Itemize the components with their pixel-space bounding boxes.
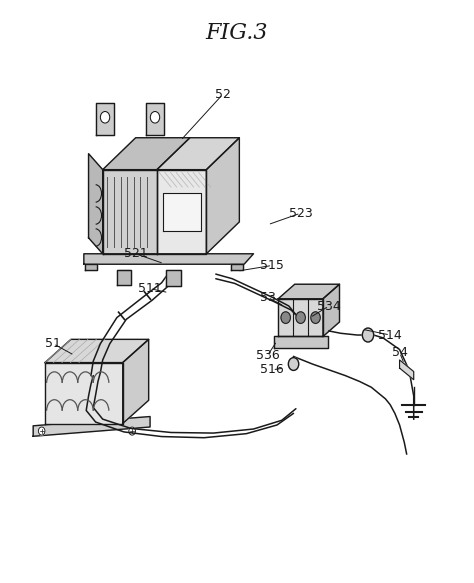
Polygon shape: [157, 170, 206, 254]
Text: 54: 54: [392, 346, 408, 359]
Text: 53: 53: [260, 291, 275, 304]
Polygon shape: [84, 254, 254, 264]
Polygon shape: [45, 339, 149, 363]
Circle shape: [288, 357, 299, 370]
Circle shape: [296, 312, 305, 324]
Polygon shape: [117, 270, 131, 285]
Text: 51: 51: [46, 337, 61, 350]
Polygon shape: [103, 170, 157, 254]
Text: 515: 515: [260, 259, 284, 272]
Polygon shape: [103, 138, 190, 170]
Polygon shape: [273, 336, 328, 348]
Text: 516: 516: [261, 363, 284, 377]
Polygon shape: [157, 138, 239, 170]
Polygon shape: [85, 264, 97, 270]
Text: 534: 534: [317, 300, 341, 312]
Polygon shape: [45, 363, 123, 423]
Polygon shape: [400, 360, 414, 380]
Text: 536: 536: [256, 349, 280, 362]
Polygon shape: [89, 154, 103, 254]
Circle shape: [38, 427, 45, 435]
Polygon shape: [231, 264, 243, 270]
Text: 521: 521: [124, 247, 147, 260]
Polygon shape: [278, 285, 339, 298]
Polygon shape: [33, 416, 150, 436]
Polygon shape: [123, 339, 149, 423]
Text: 52: 52: [215, 87, 231, 101]
Polygon shape: [96, 103, 114, 135]
Circle shape: [281, 312, 291, 324]
Text: FIG.3: FIG.3: [206, 22, 268, 44]
Circle shape: [362, 328, 374, 342]
Polygon shape: [206, 138, 239, 254]
Circle shape: [100, 111, 110, 123]
Text: 523: 523: [289, 206, 312, 220]
Circle shape: [129, 427, 136, 435]
Polygon shape: [278, 298, 323, 336]
Circle shape: [150, 111, 160, 123]
Text: 514: 514: [378, 328, 402, 342]
Polygon shape: [163, 193, 201, 231]
Polygon shape: [323, 285, 339, 336]
Circle shape: [311, 312, 320, 324]
Text: 511: 511: [138, 282, 162, 295]
Polygon shape: [166, 270, 182, 286]
Polygon shape: [146, 103, 164, 135]
